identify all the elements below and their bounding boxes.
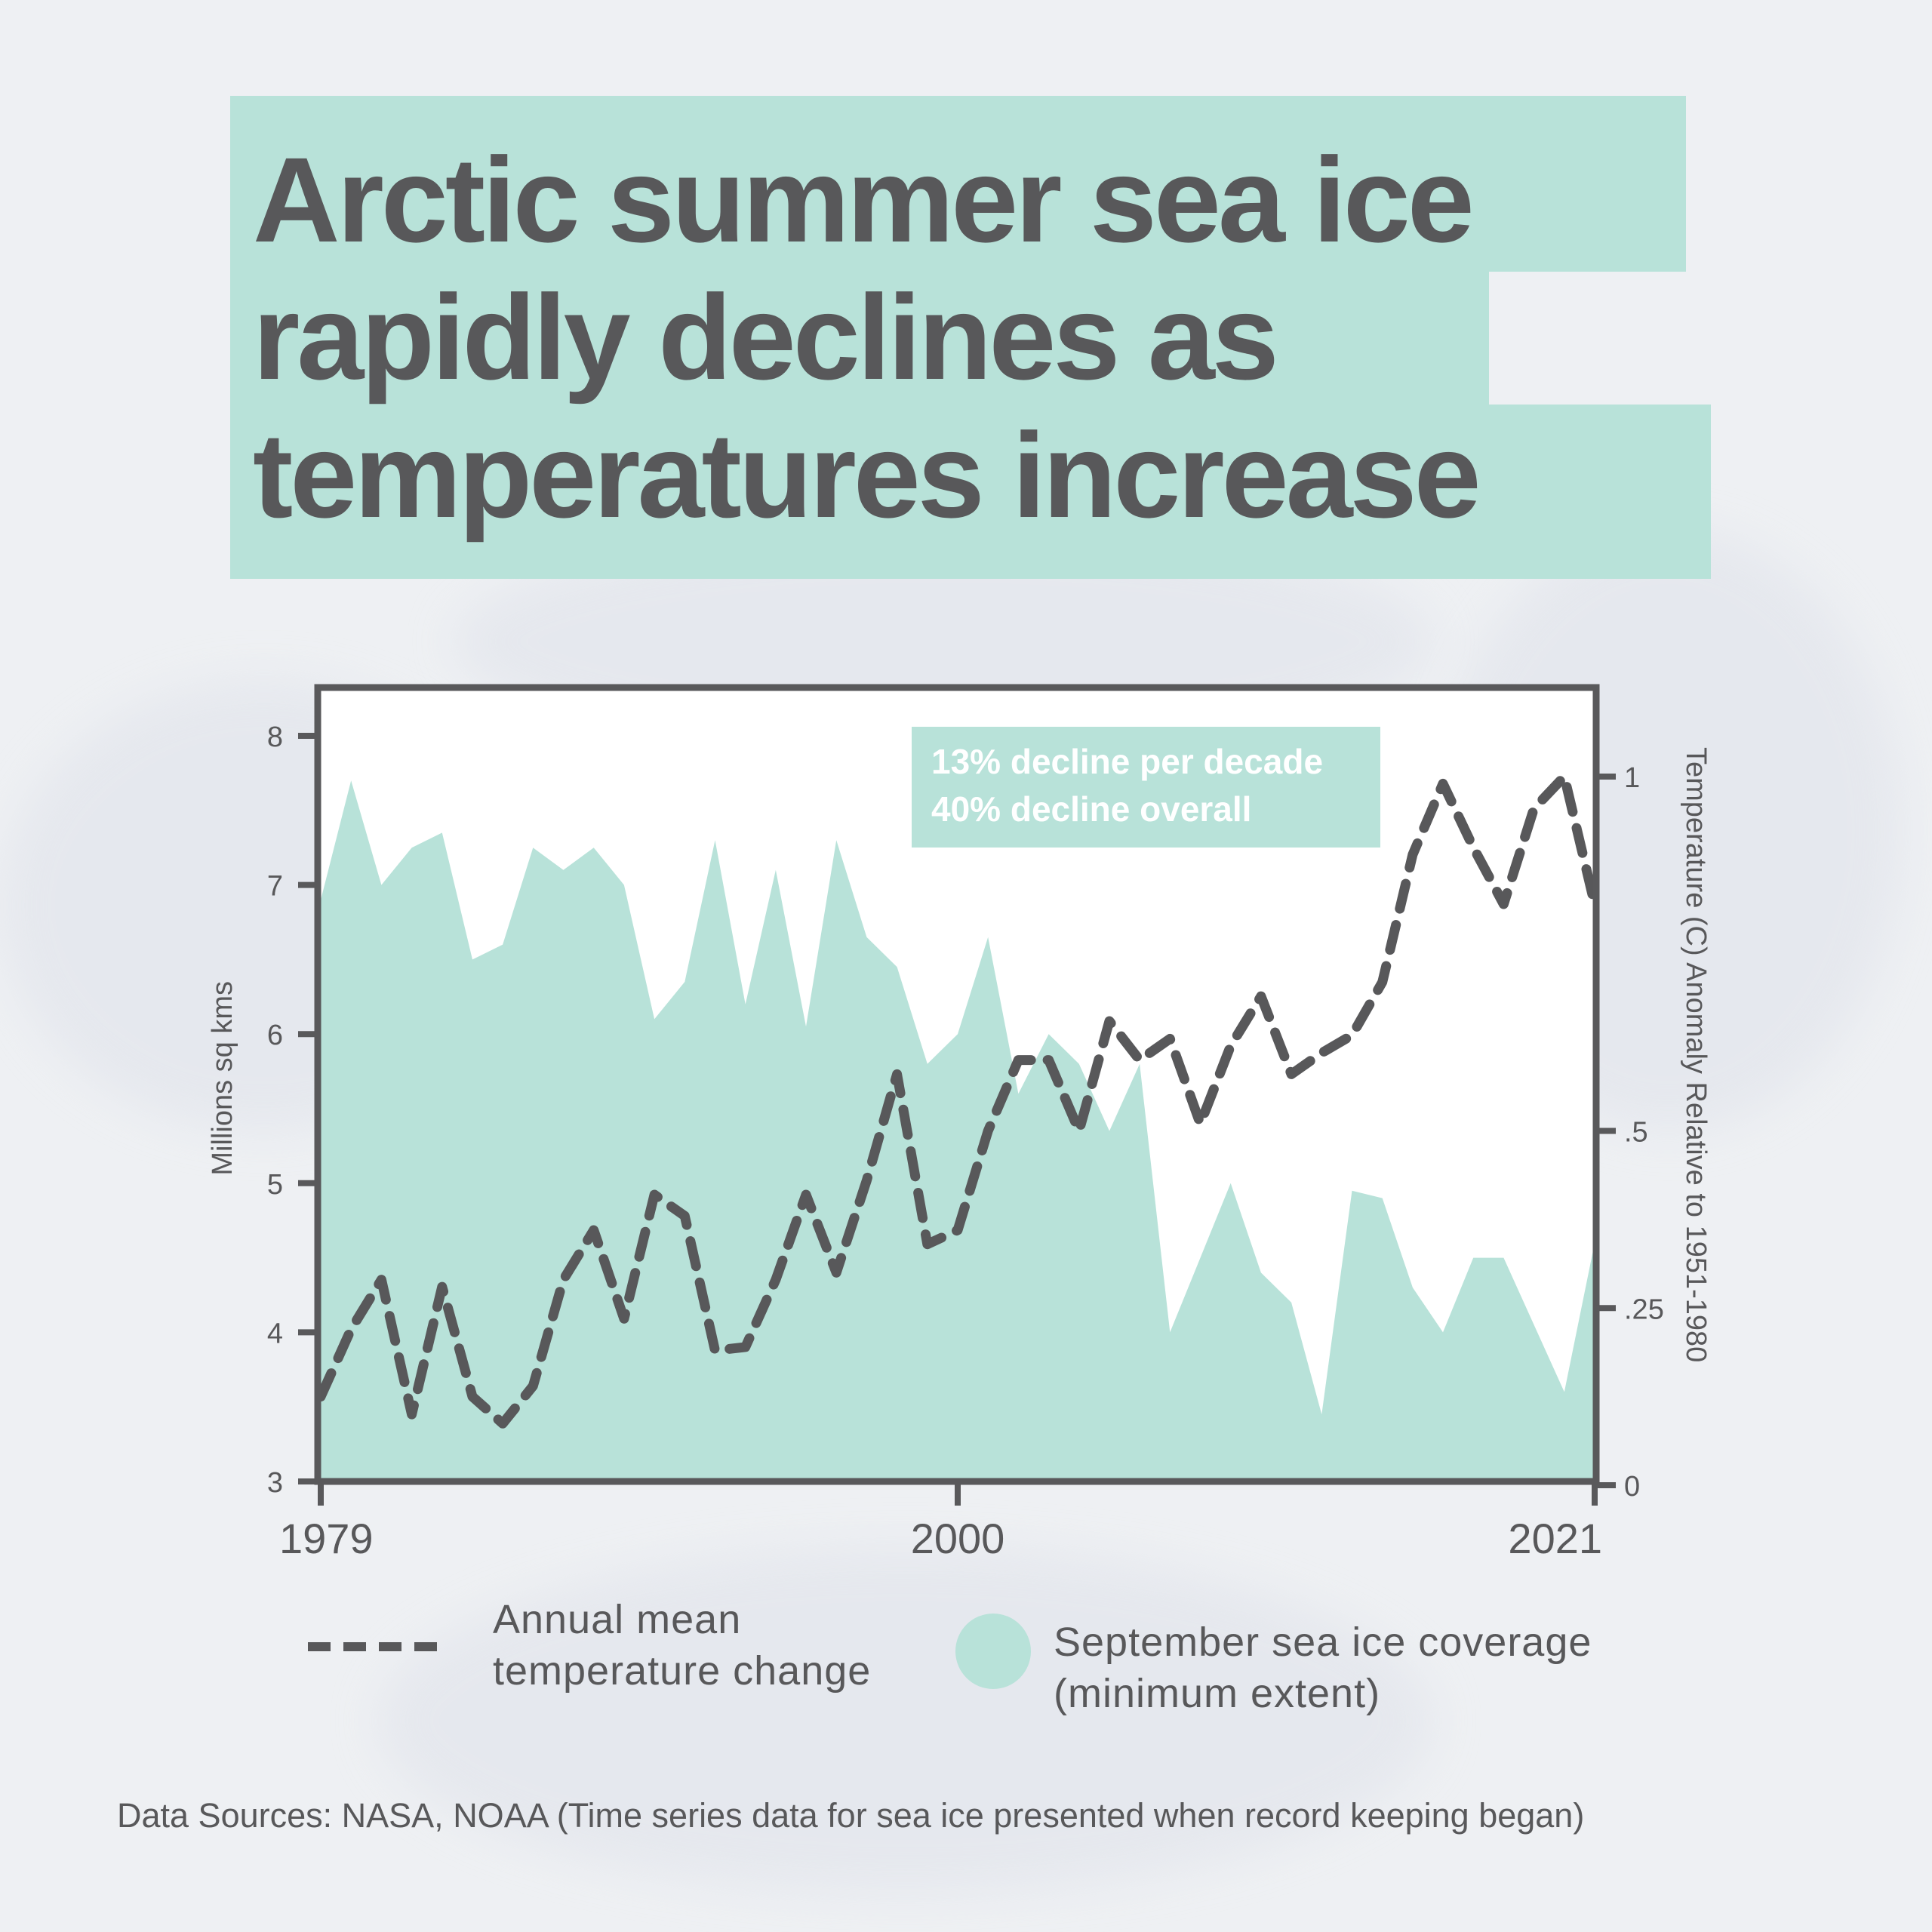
legend-ice-line-2: (minimum extent) [1054,1671,1381,1716]
legend-temperature-line-2: temperature change [493,1648,872,1694]
sea-ice-area [321,780,1595,1481]
left-tick-label: 5 [267,1169,283,1201]
legend-temperature-label: Annual mean temperature change [493,1594,871,1697]
data-sources-footer: Data Sources: NASA, NOAA (Time series da… [117,1796,1585,1835]
right-tick-label: 1 [1624,762,1640,794]
left-tick-label: 3 [267,1467,283,1499]
x-tick-label: 2021 [1508,1515,1602,1562]
left-tick-label: 8 [267,721,283,753]
x-tick-label: 1979 [279,1515,374,1562]
temperature-line [315,771,1600,1429]
page-title-line-3: temperatures increase [253,408,1481,543]
right-axis-label: Temperature (C) Anomaly Relative to 1951… [1680,747,1712,1363]
annotation-line-1: 13% decline per decade [931,742,1324,781]
legend-ice-swatch-icon [955,1614,1031,1689]
legend-ice-label: September sea ice coverage (minimum exte… [1054,1617,1592,1719]
decline-annotation: 13% decline per decade 40% decline overa… [912,727,1380,848]
title-highlight [230,96,1686,272]
right-tick-label: .5 [1624,1117,1648,1149]
legend-ice-line-1: September sea ice coverage [1054,1620,1592,1665]
left-tick-label: 7 [267,871,283,903]
title-highlight [230,270,1489,406]
page-title-line-2: rapidly declines as [253,269,1279,405]
x-tick-label: 2000 [911,1515,1005,1562]
page-title-line-1: Arctic summer sea ice [253,132,1475,267]
left-tick-label: 6 [267,1020,283,1051]
right-tick-label: 0 [1624,1471,1640,1503]
title-highlight [230,405,1711,579]
legend-temperature-line-1: Annual mean [493,1597,742,1642]
background-ice-texture [377,1547,1434,1894]
annotation-line-2: 40% decline overall [931,789,1252,829]
left-axis-label: Millions sq kms [207,981,238,1176]
left-tick-label: 4 [267,1318,283,1349]
right-tick-label: .25 [1624,1294,1664,1325]
